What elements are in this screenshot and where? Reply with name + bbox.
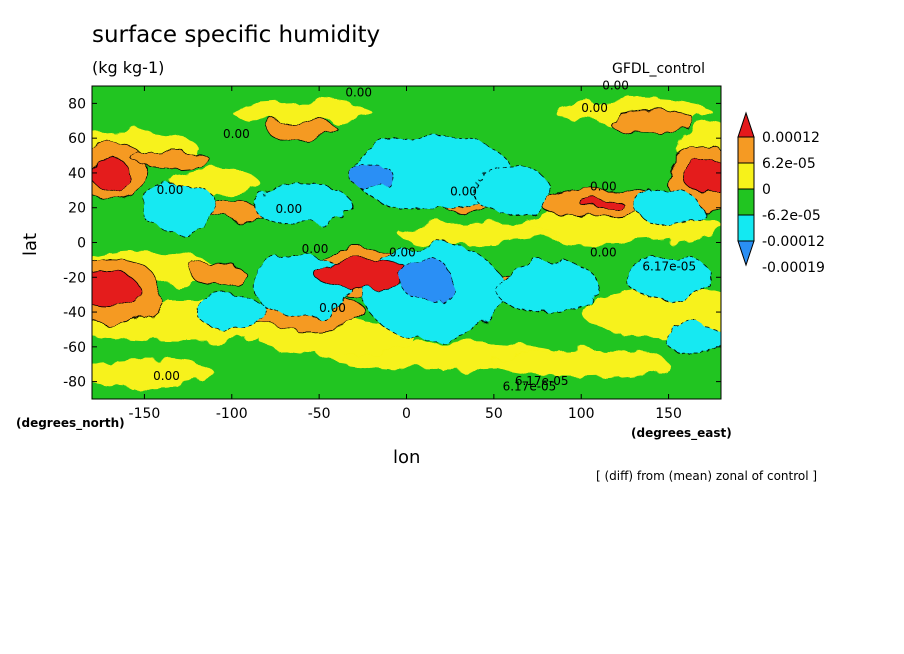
colorbar-segment [737, 162, 755, 190]
colorbar-label: 6.2e-05 [762, 156, 816, 172]
colorbar-label: -0.00019 [762, 260, 825, 276]
field-layer [92, 99, 721, 387]
y-tick-label: -60 [63, 340, 86, 356]
field-region [92, 359, 215, 387]
y-tick-label: -40 [63, 305, 86, 321]
chart-units: (kg kg-1) [92, 58, 165, 77]
field-region [636, 189, 701, 226]
x-tick-label: 150 [655, 406, 682, 422]
field-region [231, 101, 372, 123]
contour-label: 0.00 [319, 301, 346, 315]
colorbar-label: 0.00012 [762, 130, 820, 146]
y-tick-label: -20 [63, 270, 86, 286]
contour-label: 0.00 [450, 185, 477, 199]
footnote: [ (diff) from (mean) zonal of control ] [596, 469, 818, 483]
colorbar-segment [737, 188, 755, 216]
colorbar-label: -0.00012 [762, 234, 825, 250]
field-region [493, 259, 600, 313]
contour-label: 6.17e-05 [642, 259, 696, 273]
y-unit-label: (degrees_north) [16, 416, 125, 430]
field-region [397, 223, 556, 245]
dataset-label: GFDL_control [612, 61, 706, 77]
field-region [581, 287, 721, 337]
contour-label: 0.00 [602, 78, 629, 92]
x-unit-label: (degrees_east) [631, 426, 732, 440]
field-region [196, 294, 268, 330]
field-region [580, 198, 624, 210]
chart-title: surface specific humidity [92, 22, 381, 48]
field-region [266, 118, 338, 141]
contour-label: 0.00 [581, 101, 608, 115]
colorbar-segment [737, 240, 755, 267]
x-tick-label: -150 [129, 406, 161, 422]
contour-label: 0.00 [223, 127, 250, 141]
field-region [624, 256, 713, 299]
field-region [682, 160, 721, 193]
x-tick-label: -50 [308, 406, 331, 422]
contour-label: 0.00 [302, 242, 329, 256]
y-tick-label: 80 [68, 96, 86, 112]
field-region [350, 162, 393, 191]
contour-labels: 0.00 0.00 0.00 0.00 0.00 0.00 0.00 0.00 0.00 6.17… [153, 78, 696, 393]
contour-label: 0.00 [345, 85, 372, 99]
contour-label: 0.00 [157, 183, 184, 197]
contour-label: 0.00 [275, 202, 302, 216]
field-region [493, 350, 669, 379]
y-tick-label: -80 [63, 375, 86, 391]
field-region [92, 273, 142, 309]
contour-label: 0.00 [389, 245, 416, 259]
field-region [140, 182, 219, 233]
contour-label: 6.17e-05 [503, 379, 557, 393]
x-axis-label: lon [393, 447, 421, 468]
x-tick-label: 50 [485, 406, 503, 422]
x-tick-label: -100 [216, 406, 248, 422]
field-region [252, 182, 351, 226]
field-region [313, 259, 413, 289]
contour-label: 0.00 [153, 369, 180, 383]
contour-label: 6.17e-05 [515, 374, 569, 388]
contour-label: 0.00 [590, 179, 617, 193]
colorbar-segment [737, 136, 755, 164]
x-tick-label: 100 [568, 406, 595, 422]
axes: -150 -100 -50 0 50 100 150 80 60 40 20 0 -20 -40 -60 -8… [63, 86, 721, 422]
colorbar: 0.00012 6.2e-05 0 -6.2e-05 -0.00012 -0.00019 [737, 111, 825, 276]
y-tick-label: 0 [77, 236, 86, 252]
y-tick-label: 40 [68, 166, 86, 182]
field-region [662, 323, 721, 353]
field-region [191, 261, 245, 287]
field-region [400, 259, 455, 303]
colorbar-segment [737, 214, 755, 242]
field-region [472, 165, 551, 216]
field-region [131, 149, 210, 169]
colorbar-label: 0 [762, 182, 771, 198]
y-tick-label: 60 [68, 131, 86, 147]
field-region [607, 109, 696, 132]
x-tick-label: 0 [402, 406, 411, 422]
plot-area [92, 86, 721, 399]
colorbar-segment [737, 111, 755, 138]
y-tick-label: 20 [68, 201, 86, 217]
colorbar-label: -6.2e-05 [762, 208, 821, 224]
field-region [92, 158, 131, 188]
contour-label: 0.00 [590, 245, 617, 259]
